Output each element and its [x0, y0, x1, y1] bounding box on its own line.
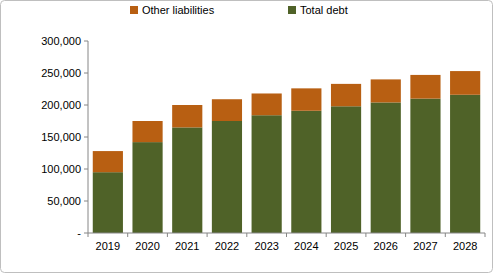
x-tick-label: 2026: [374, 240, 398, 252]
y-axis: [88, 41, 89, 233]
y-tick-label: 300,000: [41, 35, 81, 47]
legend-swatch: [130, 6, 138, 14]
y-tick: [84, 73, 88, 74]
x-tick-label: 2025: [334, 240, 358, 252]
bar: [410, 99, 440, 233]
bar: [450, 71, 480, 95]
x-tick: [207, 233, 208, 237]
y-tick-label: 150,000: [41, 131, 81, 143]
y-tick: [84, 137, 88, 138]
x-tick-label: 2019: [96, 240, 120, 252]
x-tick: [167, 233, 168, 237]
legend-swatch: [288, 6, 296, 14]
x-tick: [365, 233, 366, 237]
y-tick: [84, 41, 88, 42]
bars: [93, 71, 480, 233]
y-tick-label: 100,000: [41, 163, 81, 175]
bar: [291, 88, 321, 110]
chart-border: [1, 1, 493, 273]
y-tick: [84, 233, 88, 234]
x-tick: [286, 233, 287, 237]
bar: [172, 127, 202, 233]
legend-label: Other liabilities: [142, 4, 215, 16]
bar: [172, 105, 202, 127]
bar: [410, 75, 440, 99]
bar: [252, 115, 282, 233]
x-tick: [445, 233, 446, 237]
x-tick-label: 2027: [413, 240, 437, 252]
x-tick-label: 2022: [215, 240, 239, 252]
x-tick: [246, 233, 247, 237]
x-tick-label: 2020: [135, 240, 159, 252]
legend-label: Total debt: [300, 4, 348, 16]
bar: [212, 99, 242, 121]
bar: [331, 84, 361, 106]
bar: [450, 95, 480, 233]
y-tick-label: 250,000: [41, 67, 81, 79]
bar: [93, 151, 123, 172]
chart: - 50,000 100,000 150,000 200,000 250,000 300,0…: [0, 0, 493, 273]
x-tick-label: 2021: [175, 240, 199, 252]
y-tick: [84, 201, 88, 202]
bar: [252, 93, 282, 115]
x-tick: [88, 233, 89, 237]
bar: [132, 121, 162, 142]
y-tick: [84, 105, 88, 106]
bar: [331, 106, 361, 233]
y-tick-label: 50,000: [47, 195, 81, 207]
x-tick-label: 2024: [294, 240, 318, 252]
x-tick-label: 2028: [453, 240, 477, 252]
bar: [371, 102, 401, 233]
x-tick: [485, 233, 486, 237]
bar: [291, 111, 321, 233]
bar: [93, 172, 123, 233]
x-tick-label: 2023: [254, 240, 278, 252]
bar: [132, 142, 162, 233]
y-tick-label: 200,000: [41, 99, 81, 111]
x-tick: [127, 233, 128, 237]
x-tick: [405, 233, 406, 237]
bar: [371, 79, 401, 102]
y-tick-label: -: [77, 227, 81, 239]
x-tick: [326, 233, 327, 237]
y-tick: [84, 169, 88, 170]
bar: [212, 121, 242, 233]
